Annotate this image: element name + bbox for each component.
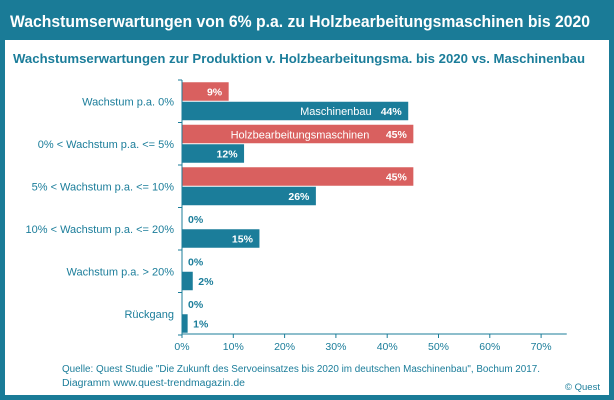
data-label: 0% — [188, 214, 204, 226]
category-label: Wachstum p.a. 0% — [82, 96, 174, 108]
footer-diagram: Diagramm www.quest-trendmagazin.de — [62, 378, 245, 389]
x-tick-label: 70% — [531, 341, 552, 353]
bar-maschinenbau — [182, 186, 316, 206]
category-label: 5% < Wachstum p.a. <= 10% — [32, 181, 175, 193]
data-label: 1% — [193, 319, 209, 331]
data-label: 45% — [386, 172, 408, 184]
bar-maschinenbau — [182, 101, 409, 121]
x-tick-label: 10% — [223, 341, 244, 353]
bar-maschinenbau — [182, 144, 245, 163]
bar-holzbearbeitung — [182, 167, 414, 186]
category-label: 0% < Wachstum p.a. <= 5% — [38, 139, 174, 151]
bar-holzbearbeitung — [182, 124, 414, 144]
data-label: 0% — [188, 299, 204, 311]
data-label: 0% — [188, 257, 204, 269]
chart-title: Wachstumserwartungen zur Produktion v. H… — [13, 52, 585, 66]
x-tick-label: 20% — [274, 341, 295, 353]
x-tick-label: 40% — [377, 341, 398, 353]
data-label: 12% — [217, 149, 239, 161]
data-label: 26% — [288, 191, 310, 203]
data-label: 15% — [232, 234, 254, 246]
header-title: Wachstumserwartungen von 6% p.a. zu Holz… — [10, 12, 590, 31]
x-tick-label: 50% — [428, 341, 449, 353]
x-tick-label: 30% — [325, 341, 346, 353]
category-label: Wachstum p.a. > 20% — [66, 266, 174, 278]
data-label: 45% — [386, 129, 408, 141]
x-tick-label: 0% — [174, 341, 189, 353]
x-tick-label: 60% — [479, 341, 500, 353]
bar-maschinenbau — [182, 314, 188, 333]
bar-maschinenbau — [182, 229, 260, 248]
data-label: 9% — [207, 87, 223, 99]
legend-maschinenbau: Maschinenbau — [300, 106, 372, 118]
category-label: Rückgang — [124, 309, 174, 321]
category-label: 10% < Wachstum p.a. <= 20% — [26, 224, 175, 236]
data-label: 2% — [198, 276, 214, 288]
legend-holzbearbeitung: Holzbearbeitungsmaschinen — [231, 129, 370, 141]
bar-holzbearbeitung — [182, 82, 229, 101]
chart-panel — [5, 40, 609, 395]
data-label: 44% — [381, 106, 403, 118]
footer-source: Quelle: Quest Studie "Die Zukunft des Se… — [62, 364, 540, 375]
bar-maschinenbau — [182, 271, 193, 291]
footer-copyright: © Quest — [565, 382, 600, 393]
